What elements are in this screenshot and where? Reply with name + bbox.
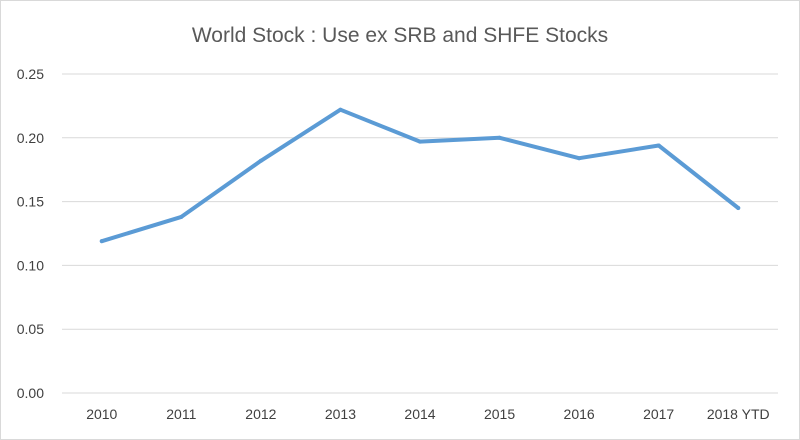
- x-tick-label: 2012: [245, 406, 276, 422]
- x-tick-label: 2015: [484, 406, 515, 422]
- chart-title: World Stock : Use ex SRB and SHFE Stocks: [192, 24, 608, 47]
- data-point: [577, 156, 582, 161]
- y-tick-label: 0.25: [17, 66, 44, 82]
- y-tick-label: 0.20: [17, 130, 44, 146]
- y-tick-label: 0.10: [17, 257, 44, 273]
- data-point: [736, 205, 741, 210]
- y-tick-label: 0.05: [17, 321, 44, 337]
- series-layer: [99, 107, 741, 244]
- x-tick-label: 2018 YTD: [707, 406, 770, 422]
- data-point: [656, 143, 661, 148]
- x-tick-label: 2016: [564, 406, 595, 422]
- x-tick-label: 2013: [325, 406, 356, 422]
- data-point: [338, 107, 343, 112]
- x-axis-ticks: 2010 2011 2012 2013 2014 2015 2016 2017 2018 YTD: [86, 406, 769, 422]
- data-point: [497, 135, 502, 140]
- x-tick-label: 2017: [643, 406, 674, 422]
- data-point: [179, 214, 184, 219]
- x-tick-label: 2011: [166, 406, 196, 422]
- x-tick-label: 2010: [86, 406, 117, 422]
- y-tick-label: 0.15: [17, 194, 44, 210]
- data-point: [258, 158, 263, 163]
- data-point: [99, 239, 104, 244]
- series-line: [99, 107, 741, 244]
- gridlines: [62, 73, 778, 394]
- y-axis-ticks: 0.00 0.05 0.10 0.15 0.20 0.25: [17, 66, 44, 401]
- data-point: [418, 139, 422, 144]
- y-tick-label: 0.00: [17, 385, 44, 401]
- x-tick-label: 2014: [404, 406, 435, 422]
